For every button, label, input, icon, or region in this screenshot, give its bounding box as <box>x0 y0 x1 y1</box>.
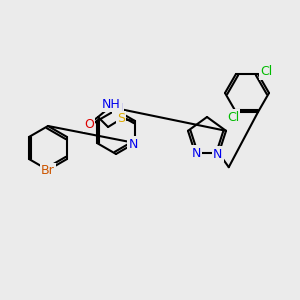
Text: Br: Br <box>41 164 55 178</box>
Text: NH: NH <box>102 98 120 110</box>
Text: O: O <box>84 118 94 130</box>
Text: N: N <box>113 103 123 116</box>
Text: Cl: Cl <box>227 111 239 124</box>
Text: Cl: Cl <box>260 65 272 78</box>
Text: S: S <box>117 112 125 125</box>
Text: N: N <box>213 148 222 161</box>
Text: N: N <box>192 147 201 160</box>
Text: N: N <box>128 137 138 151</box>
